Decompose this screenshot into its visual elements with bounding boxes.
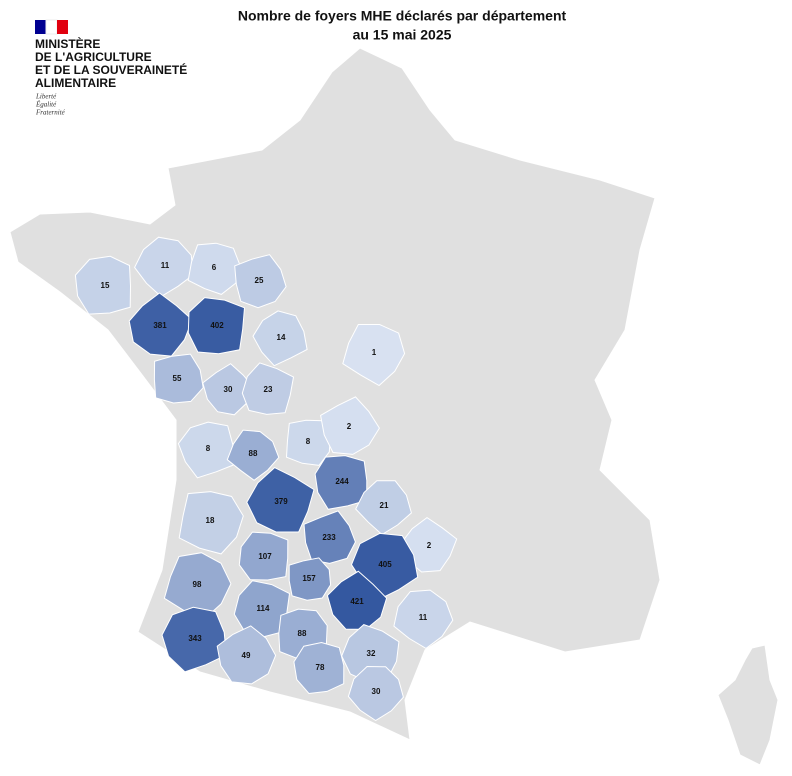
department-value: 55	[173, 374, 182, 383]
department	[252, 310, 308, 367]
department	[128, 292, 193, 357]
department-value: 157	[302, 574, 316, 583]
france-outline	[9, 47, 661, 741]
department	[74, 255, 132, 315]
department-value: 8	[306, 437, 311, 446]
ministry-line: ALIMENTAIRE	[35, 76, 116, 90]
department	[216, 625, 277, 685]
department-value: 381	[153, 321, 167, 330]
department-value: 2	[427, 541, 432, 550]
department	[293, 641, 345, 695]
department-value: 2	[347, 422, 352, 431]
department-value: 1	[372, 348, 377, 357]
department-value: 23	[264, 385, 273, 394]
department-value: 11	[419, 613, 428, 622]
department	[238, 531, 289, 581]
motto-line: Liberté	[35, 93, 57, 101]
department	[234, 254, 287, 309]
ministry-line: ET DE LA SOUVERAINETÉ	[35, 62, 187, 77]
department-value: 30	[372, 687, 381, 696]
department-value: 405	[378, 560, 392, 569]
motto-line: Égalité	[35, 101, 57, 109]
department	[241, 362, 295, 415]
department	[226, 429, 280, 481]
department-value: 25	[255, 276, 264, 285]
department	[153, 353, 204, 404]
department	[393, 589, 454, 650]
corsica	[717, 644, 779, 766]
department	[161, 606, 227, 673]
department	[326, 570, 388, 630]
department-value: 18	[206, 516, 215, 525]
department	[178, 491, 244, 555]
department	[320, 396, 380, 455]
department-value: 244	[335, 477, 349, 486]
department-value: 11	[161, 261, 170, 270]
department	[303, 510, 356, 564]
department-value: 15	[101, 281, 110, 290]
title-line: Nombre de foyers MHE déclarés par départ…	[238, 8, 567, 24]
department-value: 379	[274, 497, 288, 506]
department-value: 114	[257, 604, 270, 613]
department-value: 402	[210, 321, 224, 330]
department-value: 14	[277, 333, 286, 342]
department-value: 21	[380, 501, 389, 510]
department	[355, 480, 412, 536]
ministry-line: MINISTÈRE	[35, 36, 100, 51]
department-value: 107	[258, 552, 272, 561]
department	[347, 665, 404, 722]
department	[187, 297, 246, 355]
flag-red	[57, 20, 68, 34]
department	[288, 557, 332, 601]
department	[342, 324, 406, 387]
department-value: 98	[193, 580, 202, 589]
department-value: 233	[322, 533, 336, 542]
department-value: 49	[242, 651, 251, 660]
flag-white	[45, 19, 58, 35]
motto-line: Fraternité	[35, 109, 66, 117]
department-value: 78	[316, 663, 325, 672]
department	[177, 421, 236, 479]
flag-blue	[35, 20, 46, 34]
department-value: 88	[298, 629, 307, 638]
department	[246, 467, 315, 533]
department-value: 8	[206, 444, 211, 453]
title-line: au 15 mai 2025	[353, 27, 452, 43]
department-value: 343	[188, 634, 202, 643]
department	[187, 242, 241, 295]
department-value: 30	[224, 385, 233, 394]
department-value: 88	[249, 449, 258, 458]
department-value: 6	[212, 263, 217, 272]
department-value: 421	[350, 597, 364, 606]
department-value: 32	[367, 649, 376, 658]
ministry-line: DE L'AGRICULTURE	[35, 50, 152, 64]
